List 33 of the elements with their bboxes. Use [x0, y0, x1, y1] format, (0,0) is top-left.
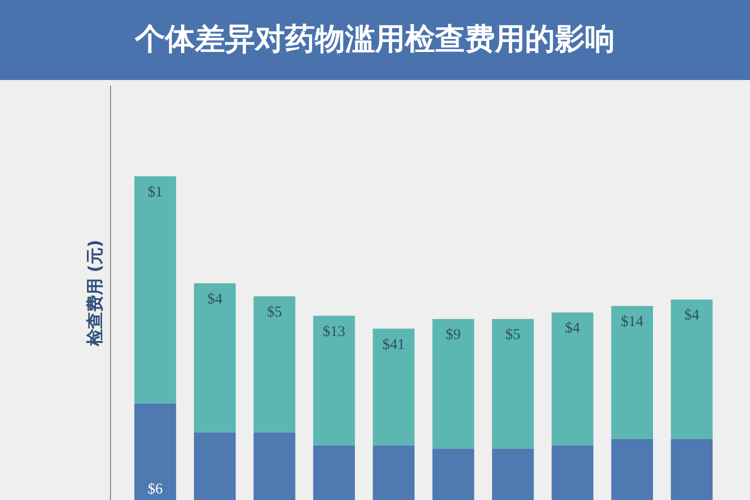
annotation: $5	[266, 304, 282, 320]
y-axis-title: 检查费用 (元)	[86, 240, 106, 348]
bar	[611, 438, 653, 500]
bar	[552, 312, 594, 446]
bar	[194, 432, 236, 500]
annotation: $14	[620, 314, 644, 330]
bar	[134, 403, 176, 500]
bar	[492, 318, 534, 449]
bar	[670, 438, 713, 500]
bar	[552, 445, 594, 500]
bar	[670, 299, 713, 439]
bar	[313, 445, 355, 500]
annotation: $4	[684, 308, 700, 324]
bar	[372, 445, 415, 500]
annotation: $41	[382, 336, 405, 353]
annotation: $5	[505, 327, 520, 344]
bar	[194, 283, 236, 432]
annotation: $4	[565, 320, 581, 337]
annotation: $9	[446, 327, 461, 344]
annotation: $6	[148, 481, 164, 498]
bar	[134, 176, 176, 404]
annotation: $4	[207, 291, 223, 308]
bar	[372, 328, 415, 446]
bar	[254, 296, 296, 432]
annotation: $1	[148, 184, 163, 200]
annotation: $13	[322, 324, 346, 340]
bar	[492, 448, 534, 500]
bar	[313, 316, 355, 446]
bar	[611, 306, 653, 439]
chart-title: 个体差异对药物滥用检查费用的影响	[0, 0, 750, 80]
bar	[432, 318, 474, 449]
bar	[432, 448, 474, 500]
bar	[254, 432, 296, 500]
